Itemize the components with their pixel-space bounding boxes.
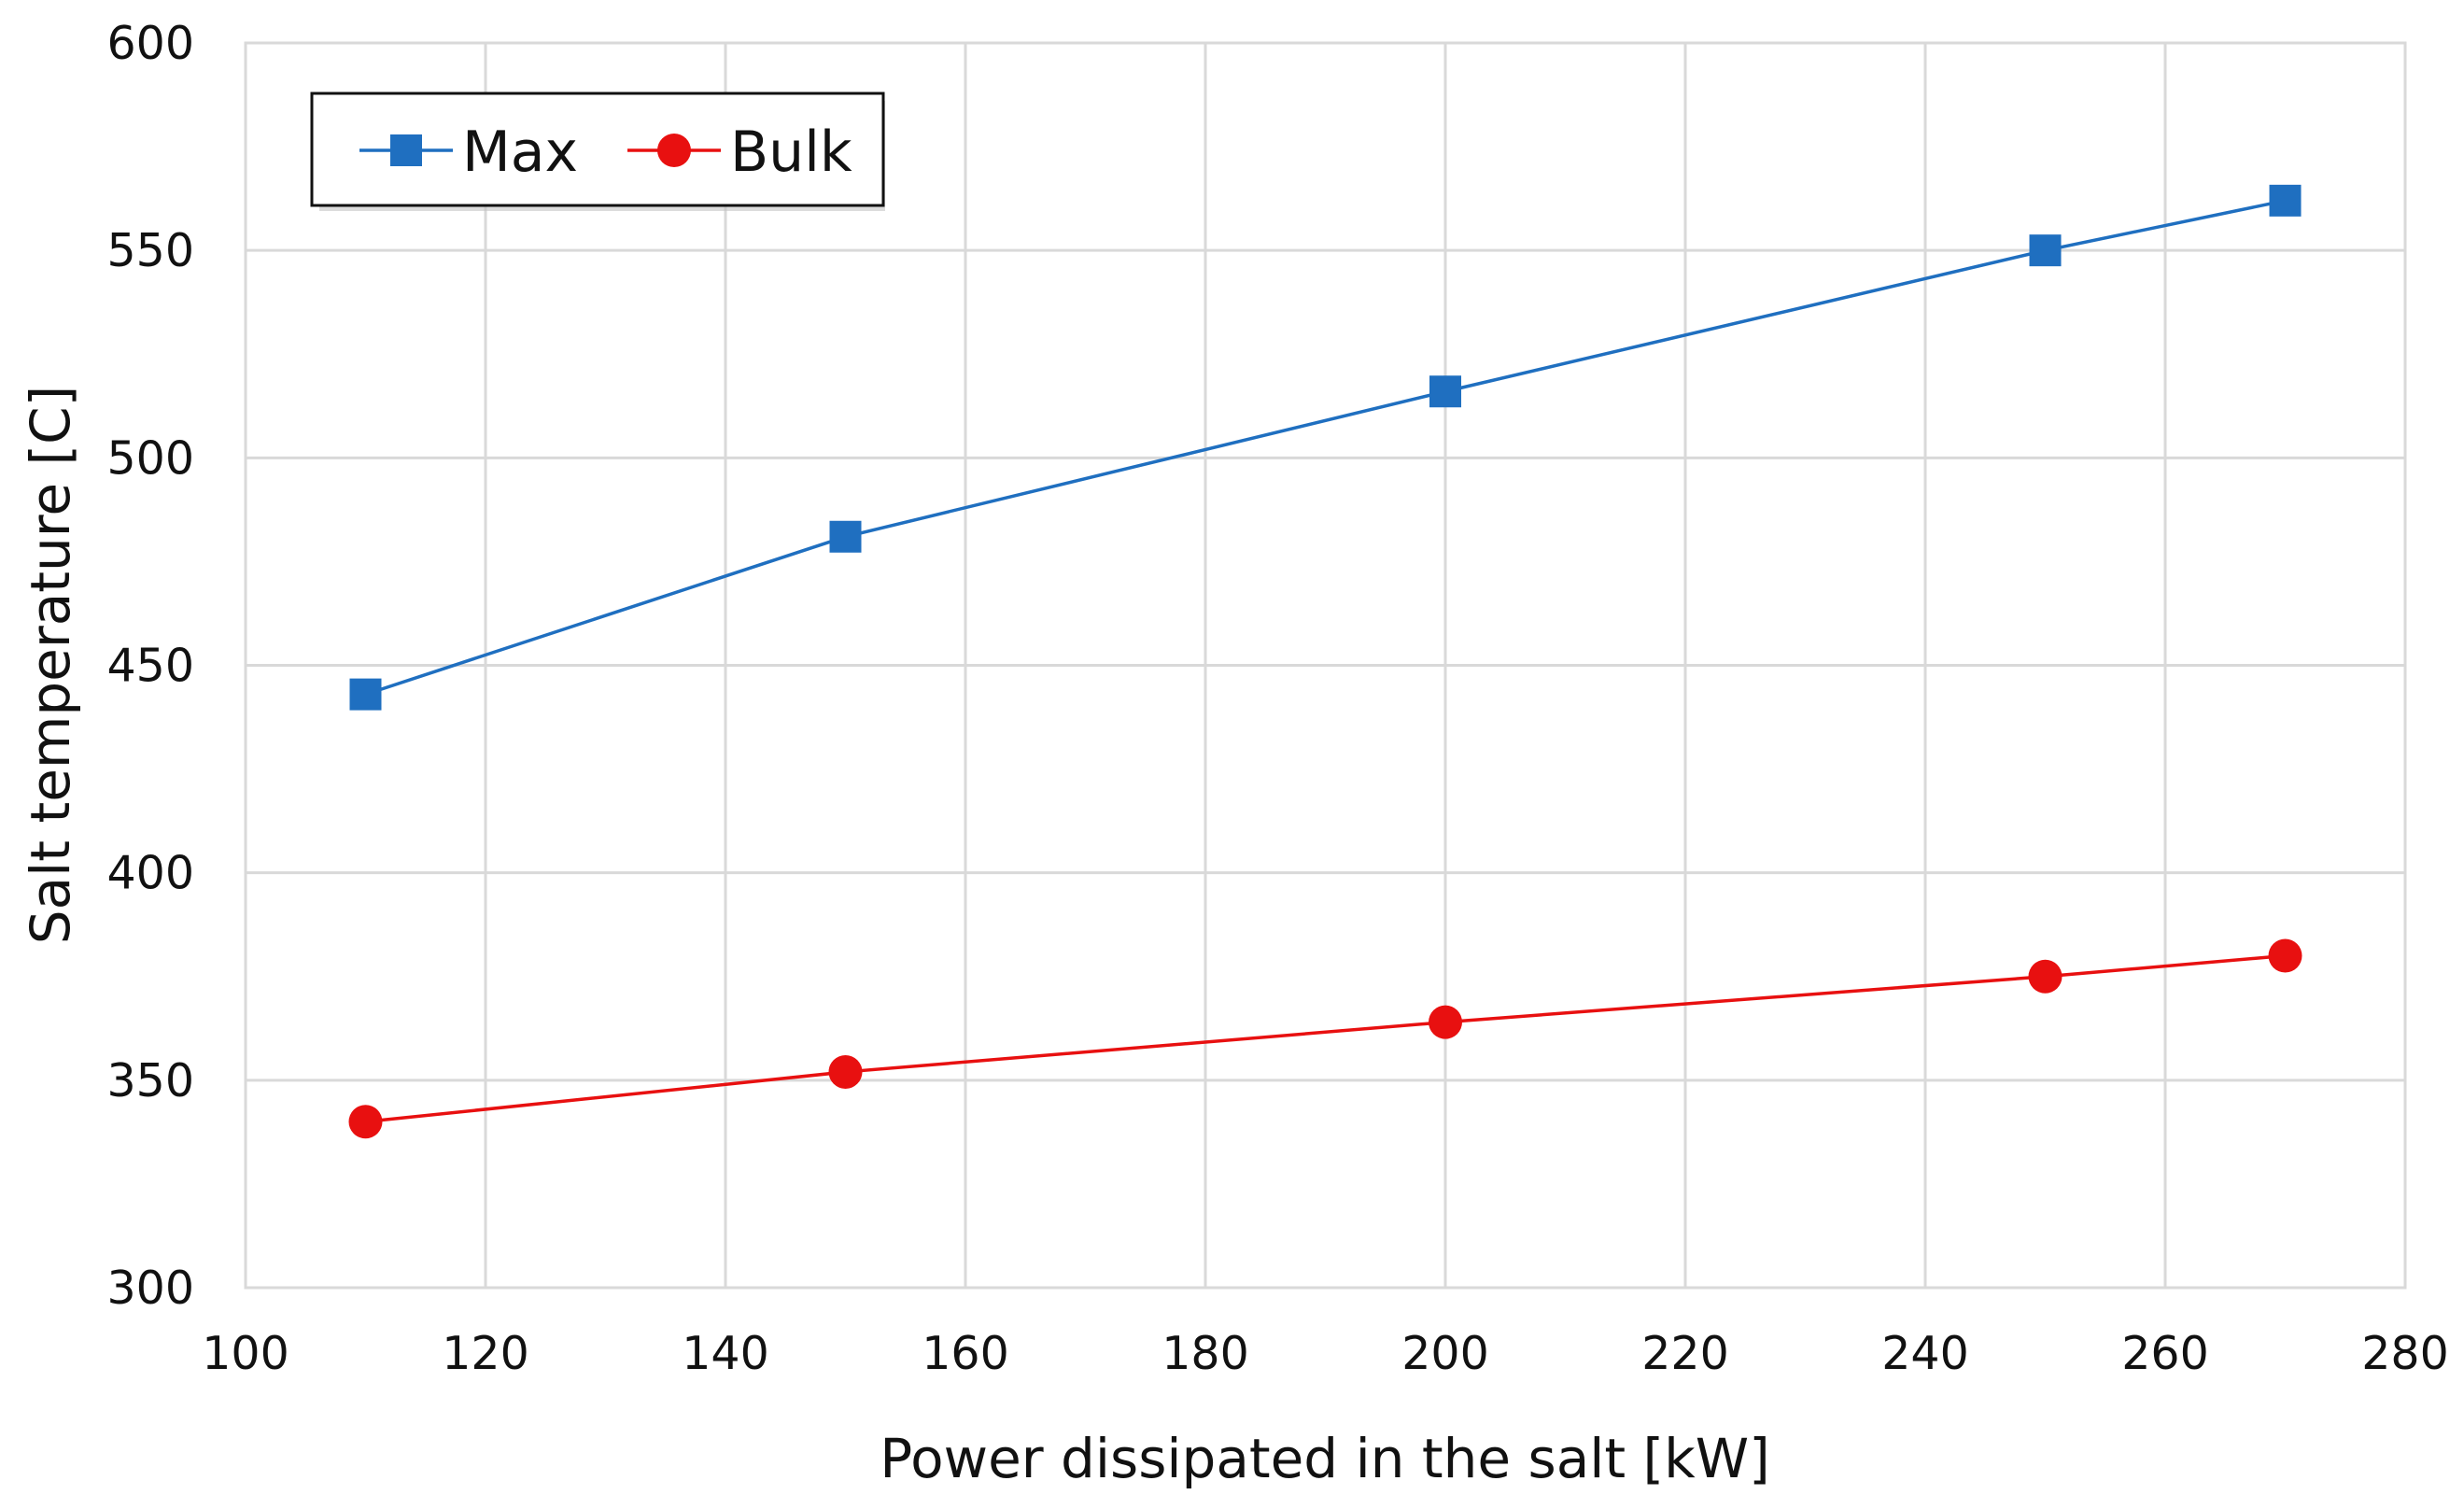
- series-bulk: [348, 938, 2302, 1139]
- axis-ticks: 100 120 140 160 180 200 220 240 260 280 300 350 400 4…: [106, 17, 2448, 1380]
- x-tick-label: 160: [922, 1327, 1009, 1380]
- data-point-bulk: [2028, 959, 2063, 994]
- data-point-max: [829, 520, 862, 553]
- data-point-max: [2269, 184, 2302, 217]
- legend-label-bulk: Bulk: [730, 120, 852, 185]
- y-tick-label: 400: [106, 847, 194, 900]
- series-max: [349, 184, 2302, 711]
- x-tick-label: 180: [1162, 1327, 1249, 1380]
- data-point-max: [1429, 375, 1461, 408]
- data-point-bulk: [2268, 938, 2302, 973]
- data-point-bulk: [1429, 1005, 1462, 1039]
- x-tick-label: 140: [682, 1327, 769, 1380]
- legend-label-max: Max: [462, 120, 578, 185]
- legend-item-max: Max: [359, 120, 578, 185]
- y-tick-label: 300: [106, 1262, 194, 1315]
- y-tick-label: 350: [106, 1054, 194, 1107]
- x-tick-label: 260: [2121, 1327, 2209, 1380]
- legend-marker-circle-icon: [657, 134, 691, 167]
- legend-items: Max Bulk: [359, 120, 852, 185]
- x-tick-label: 280: [2361, 1327, 2449, 1380]
- legend-marker-square-icon: [390, 134, 422, 166]
- data-point-max: [2029, 234, 2062, 267]
- x-tick-label: 200: [1401, 1327, 1489, 1380]
- x-tick-label: 240: [1881, 1327, 1969, 1380]
- legend: Max Bulk: [310, 92, 885, 211]
- data-point-bulk: [348, 1105, 383, 1139]
- y-tick-label: 600: [106, 17, 194, 70]
- y-tick-label: 450: [106, 640, 194, 693]
- y-tick-label: 500: [106, 431, 194, 485]
- plot-area-border: [244, 41, 2407, 1290]
- data-point-bulk: [828, 1054, 863, 1089]
- x-tick-label: 100: [202, 1327, 289, 1380]
- data-point-max: [349, 678, 382, 711]
- x-axis-title: Power dissipated in the salt [kW]: [880, 1427, 1770, 1490]
- x-tick-label: 120: [442, 1327, 529, 1380]
- legend-item-bulk: Bulk: [627, 120, 852, 185]
- series: [348, 184, 2302, 1139]
- y-tick-label: 550: [106, 224, 194, 277]
- x-tick-label: 220: [1641, 1327, 1729, 1380]
- y-axis-title: Salt temperature [C]: [19, 386, 82, 944]
